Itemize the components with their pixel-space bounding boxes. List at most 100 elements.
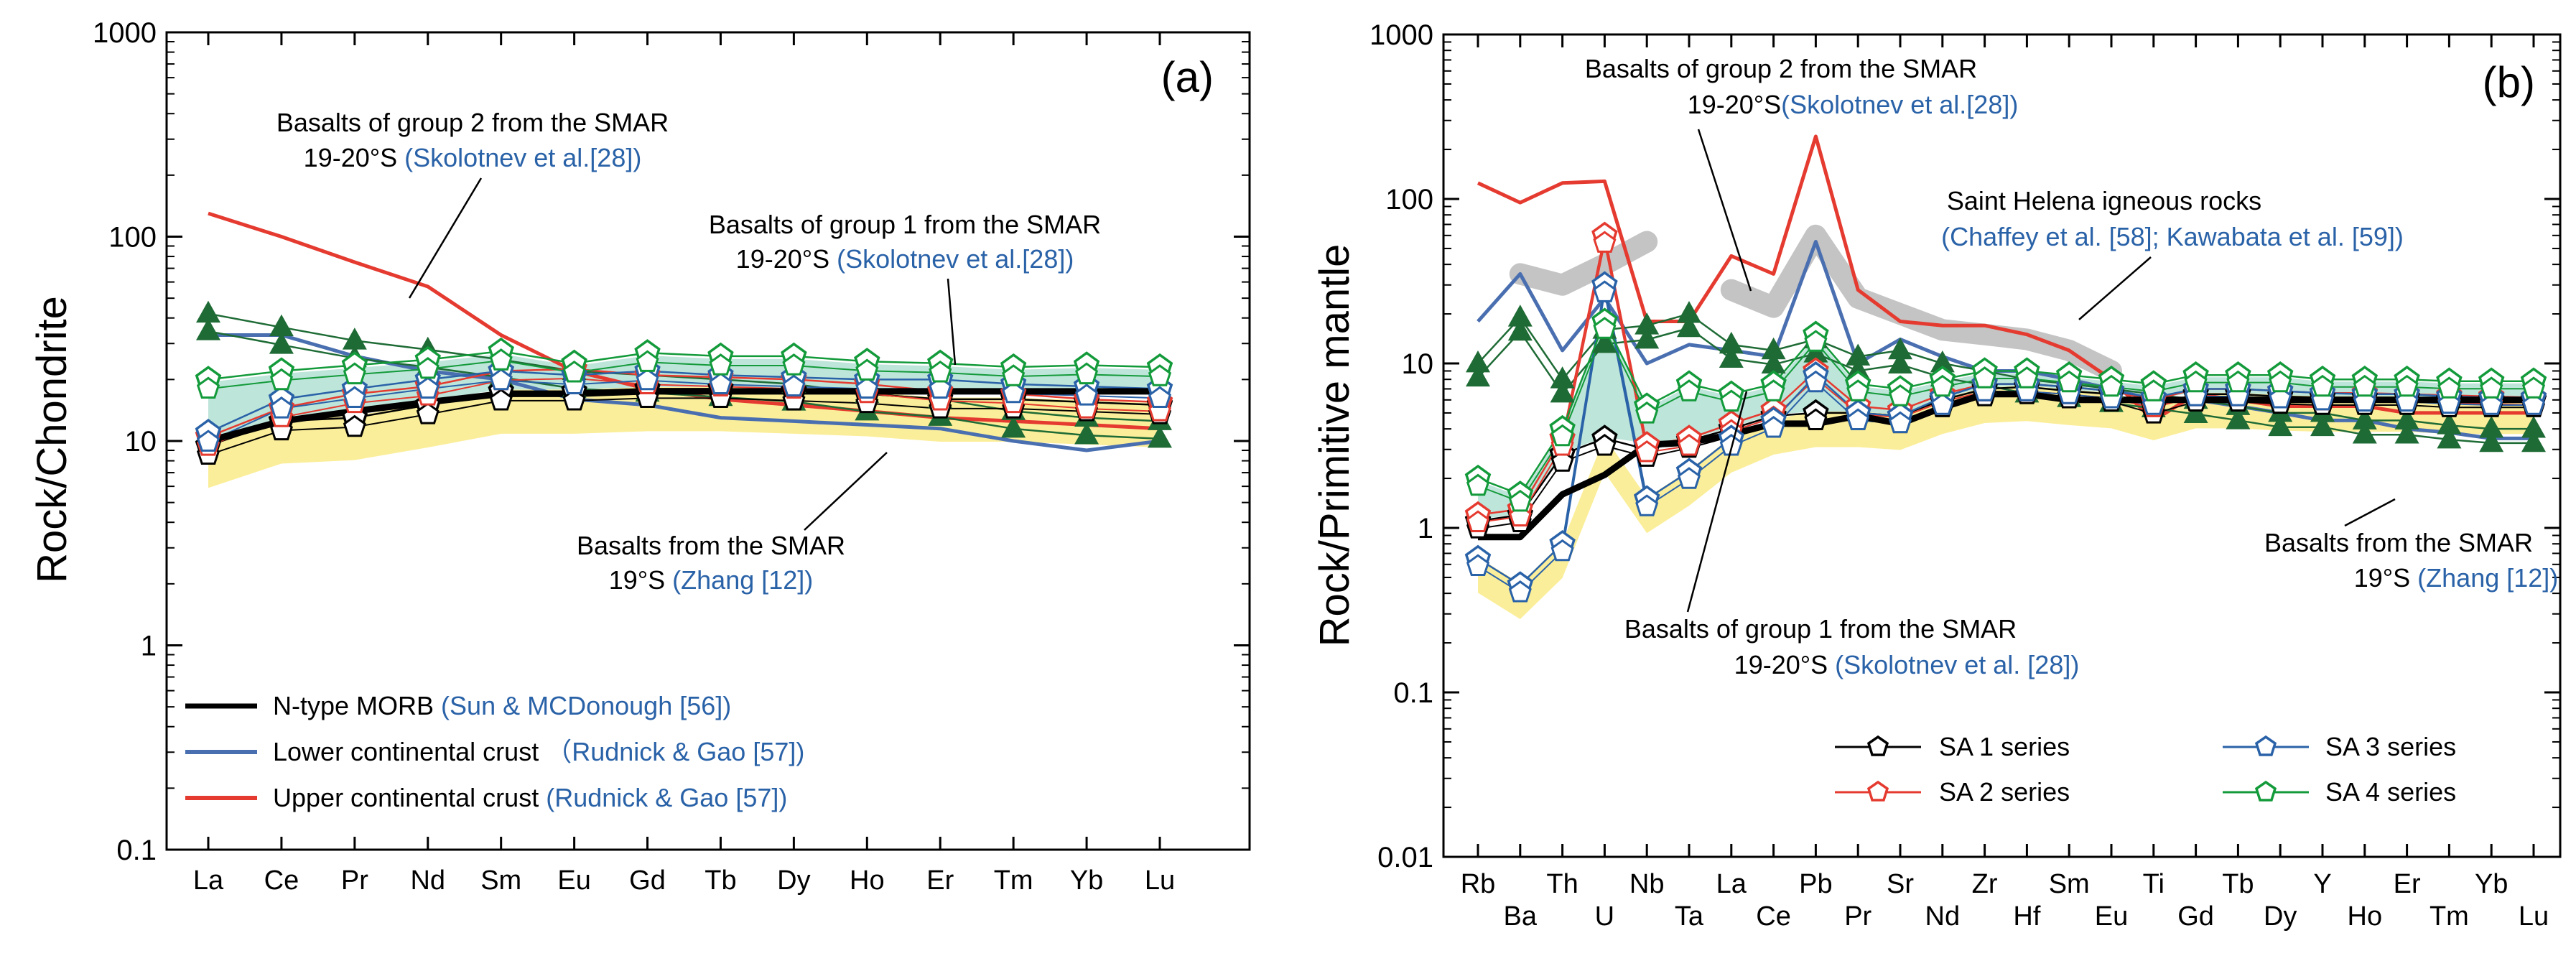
marker-sa4-b-Dy (2269, 370, 2292, 393)
range-fill-zhang (208, 386, 1160, 488)
panel-a-label: (a) (1161, 53, 1214, 101)
panel-a: 0.1 1 10 100 1000 La Ce Pr Nd Sm Eu Gd Tb Dy Ho Er Tm Yb L… (29, 17, 1251, 896)
marker-sa4-b-La (196, 376, 220, 399)
y-tick-label: 10 (1402, 348, 1434, 380)
marker-sa4-b-Ho (2353, 374, 2376, 397)
x-tick-label-Tb: Tb (2222, 869, 2254, 899)
legend-item-lcc: Lower continental crust （Rudnick & Gao [… (185, 737, 804, 766)
marker-sa4-b-Nd (416, 356, 440, 379)
marker-group1b-Ho (2352, 422, 2377, 444)
marker-sa3-b-Pr (1846, 408, 1870, 430)
marker-sa4-b-Th (1550, 424, 1574, 447)
marker-sa2-b-Nb (1635, 440, 1659, 463)
marker-sa2-b-Ta (1677, 434, 1701, 456)
x-tick-label-Y: Y (2313, 869, 2331, 899)
marker-sa3-b-La (196, 430, 220, 452)
line-sa1-series-b (208, 397, 1161, 456)
marker-sa4-b-Gd (636, 350, 659, 372)
marker-sa3-b-Ho (855, 376, 879, 399)
marker-sa4-b-La (1719, 389, 1743, 412)
x-tick-label-Tm: Tm (994, 865, 1033, 896)
marker-sa3-b-Ba (1508, 580, 1532, 603)
annotation-line1: Basalts from the SMAR (2264, 528, 2533, 557)
marker-sa3-b-Pb (1804, 370, 1828, 393)
marker-sa4-b-Eu (562, 360, 586, 383)
x-tick-label-Sm: Sm (2049, 869, 2090, 899)
marker-sa4-b-Dy (782, 353, 806, 376)
x-tick-label-Nb: Nb (1629, 869, 1665, 899)
marker-sa3-b-Gd (636, 368, 659, 391)
annotation-line2: 19-20°S (Skolotnev et al. [28]) (1734, 650, 2080, 679)
x-tick-label-La: La (193, 865, 224, 896)
line-group1-basalts (1477, 312, 2534, 430)
legend-label: N-type MORB (Sun & MCDonough [56]) (273, 691, 731, 720)
marker-sa3-b-Dy (2269, 386, 2292, 409)
annotation-line1: Basalts of group 1 from the SMAR (709, 210, 1101, 239)
annotation-line1: Basalts of group 2 from the SMAR (1585, 54, 1977, 83)
marker-sa3-b-Ce (1762, 416, 1785, 438)
panel-a-legend: N-type MORB (Sun & MCDonough [56]) Lower… (185, 691, 804, 812)
y-tick-label: 1000 (93, 17, 157, 49)
leader-line (2344, 498, 2396, 527)
marker-sa2-b-U (1593, 231, 1617, 253)
x-tick-label-Lu: Lu (1145, 865, 1175, 896)
line-group1-basalts-lower (208, 330, 1161, 440)
leader-line (1686, 391, 1748, 613)
marker-sa4-b-Yb (2480, 376, 2503, 399)
line-sa4-series-b (208, 360, 1161, 390)
x-tick-label-Gd: Gd (629, 865, 666, 896)
y-tick-label: 10 (125, 426, 157, 458)
marker-group1b-Gd (2183, 401, 2208, 423)
y-tick-label: 1 (141, 631, 157, 662)
panel-b-markers (1464, 221, 2547, 603)
marker-sa1-b-Sm (489, 389, 513, 411)
leader-line (408, 177, 483, 299)
y-tick-label: 1 (1418, 513, 1433, 544)
legend-label: SA 3 series (2325, 732, 2456, 761)
marker-sa3-b-Yb (1075, 384, 1099, 406)
marker-sa1-b-Th (1550, 450, 1574, 472)
marker-sa3-b-Th (1550, 539, 1574, 562)
x-tick-label-Hf: Hf (2013, 901, 2040, 932)
marker-sa3-b-Ta (1677, 467, 1701, 489)
panel-b-annotation-group2: Basalts of group 2 from the SMAR 19-20°S… (1585, 54, 2018, 292)
marker-sa3-b-La (1719, 434, 1743, 456)
annotation-line1: Basalts of group 2 from the SMAR (276, 108, 669, 137)
legend-item-sa1: SA 1 series (1835, 732, 2070, 761)
x-tick-label-Ce: Ce (1756, 901, 1791, 932)
marker-sa4-b-Tm (1002, 364, 1026, 386)
x-tick-label-Gd: Gd (2177, 901, 2214, 932)
marker-sa3-b-Sr (1888, 411, 1912, 434)
line-sa4-series (208, 350, 1161, 381)
marker-sa3-b-Yb (2480, 393, 2503, 415)
marker-group1b-Ta (1676, 315, 1702, 338)
x-tick-label-Dy: Dy (777, 865, 810, 896)
marker-sa4-b-Tb (709, 353, 733, 376)
marker-group1b-Th (1550, 380, 1575, 403)
x-tick-label-Er: Er (2394, 869, 2421, 899)
marker-sa4-b-Pr (1846, 379, 1870, 401)
marker-sa4-b-Eu (2099, 374, 2124, 397)
marker-sa3-b-Er (929, 376, 952, 399)
x-tick-label-Eu: Eu (557, 865, 590, 896)
marker-sa4-b-Ti (2142, 379, 2165, 401)
marker-sa4-b-Er (929, 360, 952, 383)
y-tick-label: 1000 (1370, 19, 1433, 51)
panel-a-ylabel: Rock/Chondrite (29, 296, 75, 583)
marker-group1b-Er (2394, 422, 2419, 444)
panel-a-markers (195, 300, 1173, 465)
x-tick-label-Rb: Rb (1461, 869, 1496, 899)
marker-sa4-b-Sm (489, 348, 513, 371)
marker-sa4-b-Ho (855, 358, 879, 381)
marker-sa4-b-Pb (1804, 330, 1828, 352)
marker-sa4-b-U (1593, 317, 1617, 339)
marker-group1b-Ce (269, 332, 294, 354)
x-tick-label-U: U (1595, 901, 1614, 932)
panel-b-annotation-zhang: Basalts from the SMAR 19°S (Zhang [12]) (2264, 498, 2558, 593)
marker-sa3-b-Nd (416, 376, 440, 399)
marker-group1b-Y (2310, 414, 2335, 437)
x-tick-label-La: La (1716, 869, 1747, 899)
marker-sa4-b-Ba (1508, 489, 1532, 512)
marker-sa4-b-Ta (1677, 379, 1701, 401)
